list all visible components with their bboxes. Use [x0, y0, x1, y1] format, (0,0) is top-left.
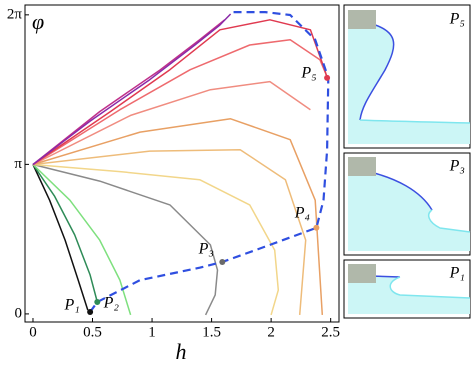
- x-tick-label: 0.5: [83, 324, 102, 340]
- surface: [427, 209, 471, 233]
- x-tick-label: 2.5: [321, 324, 340, 340]
- inset-panel: P₅: [343, 4, 471, 149]
- curve: [32, 164, 89, 311]
- x-tick-label: 2: [267, 324, 275, 340]
- dashed-curve: [89, 11, 330, 313]
- plate: [348, 264, 376, 283]
- y-axis-label: φ: [32, 9, 44, 34]
- y-tick-label: 0: [15, 305, 23, 321]
- curve: [32, 19, 328, 166]
- surface: [359, 119, 471, 124]
- inset-label: P₃: [449, 158, 465, 175]
- point-marker: [219, 259, 226, 266]
- curve: [32, 163, 219, 316]
- x-tick-label: 1.5: [202, 324, 221, 340]
- curve: [32, 164, 99, 303]
- x-tick-label: 1: [148, 324, 156, 340]
- x-axis-label: h: [176, 339, 187, 364]
- fluid: [348, 157, 470, 251]
- inset-label: P₁: [449, 265, 465, 282]
- point-marker: [324, 74, 331, 81]
- point-marker: [313, 224, 320, 231]
- y-tick-label: π: [14, 156, 22, 172]
- interface: [369, 171, 433, 211]
- curve: [32, 13, 232, 166]
- curve: [32, 118, 324, 315]
- y-tick-label: 2π: [7, 6, 23, 22]
- interface: [359, 21, 395, 121]
- plot-frame: [24, 4, 340, 323]
- curve: [32, 163, 132, 316]
- point-label: P₅: [300, 64, 316, 81]
- inset-label: P₅: [449, 11, 465, 28]
- surface: [389, 276, 471, 299]
- point-label: P₃: [198, 241, 214, 258]
- point-label: P₄: [294, 204, 310, 221]
- curve: [32, 163, 280, 316]
- point-marker: [87, 309, 94, 316]
- curve: [32, 80, 311, 166]
- point-label: P₂: [103, 295, 120, 312]
- plate: [348, 157, 376, 176]
- inset-panel: P₃: [343, 152, 471, 256]
- point-label: P₁: [63, 297, 79, 314]
- curve: [32, 148, 307, 315]
- inset-panel: P₁: [343, 259, 471, 319]
- curve: [32, 19, 226, 166]
- curve: [32, 38, 329, 166]
- point-marker: [94, 299, 101, 306]
- plot-area: 0 0.5 1 1.5 2 2.5 0 π 2π P₁ P₂ P₃ P₄ P₅: [7, 6, 340, 340]
- x-tick-label: 0: [29, 324, 37, 340]
- fluid: [348, 10, 470, 144]
- plate: [348, 10, 376, 29]
